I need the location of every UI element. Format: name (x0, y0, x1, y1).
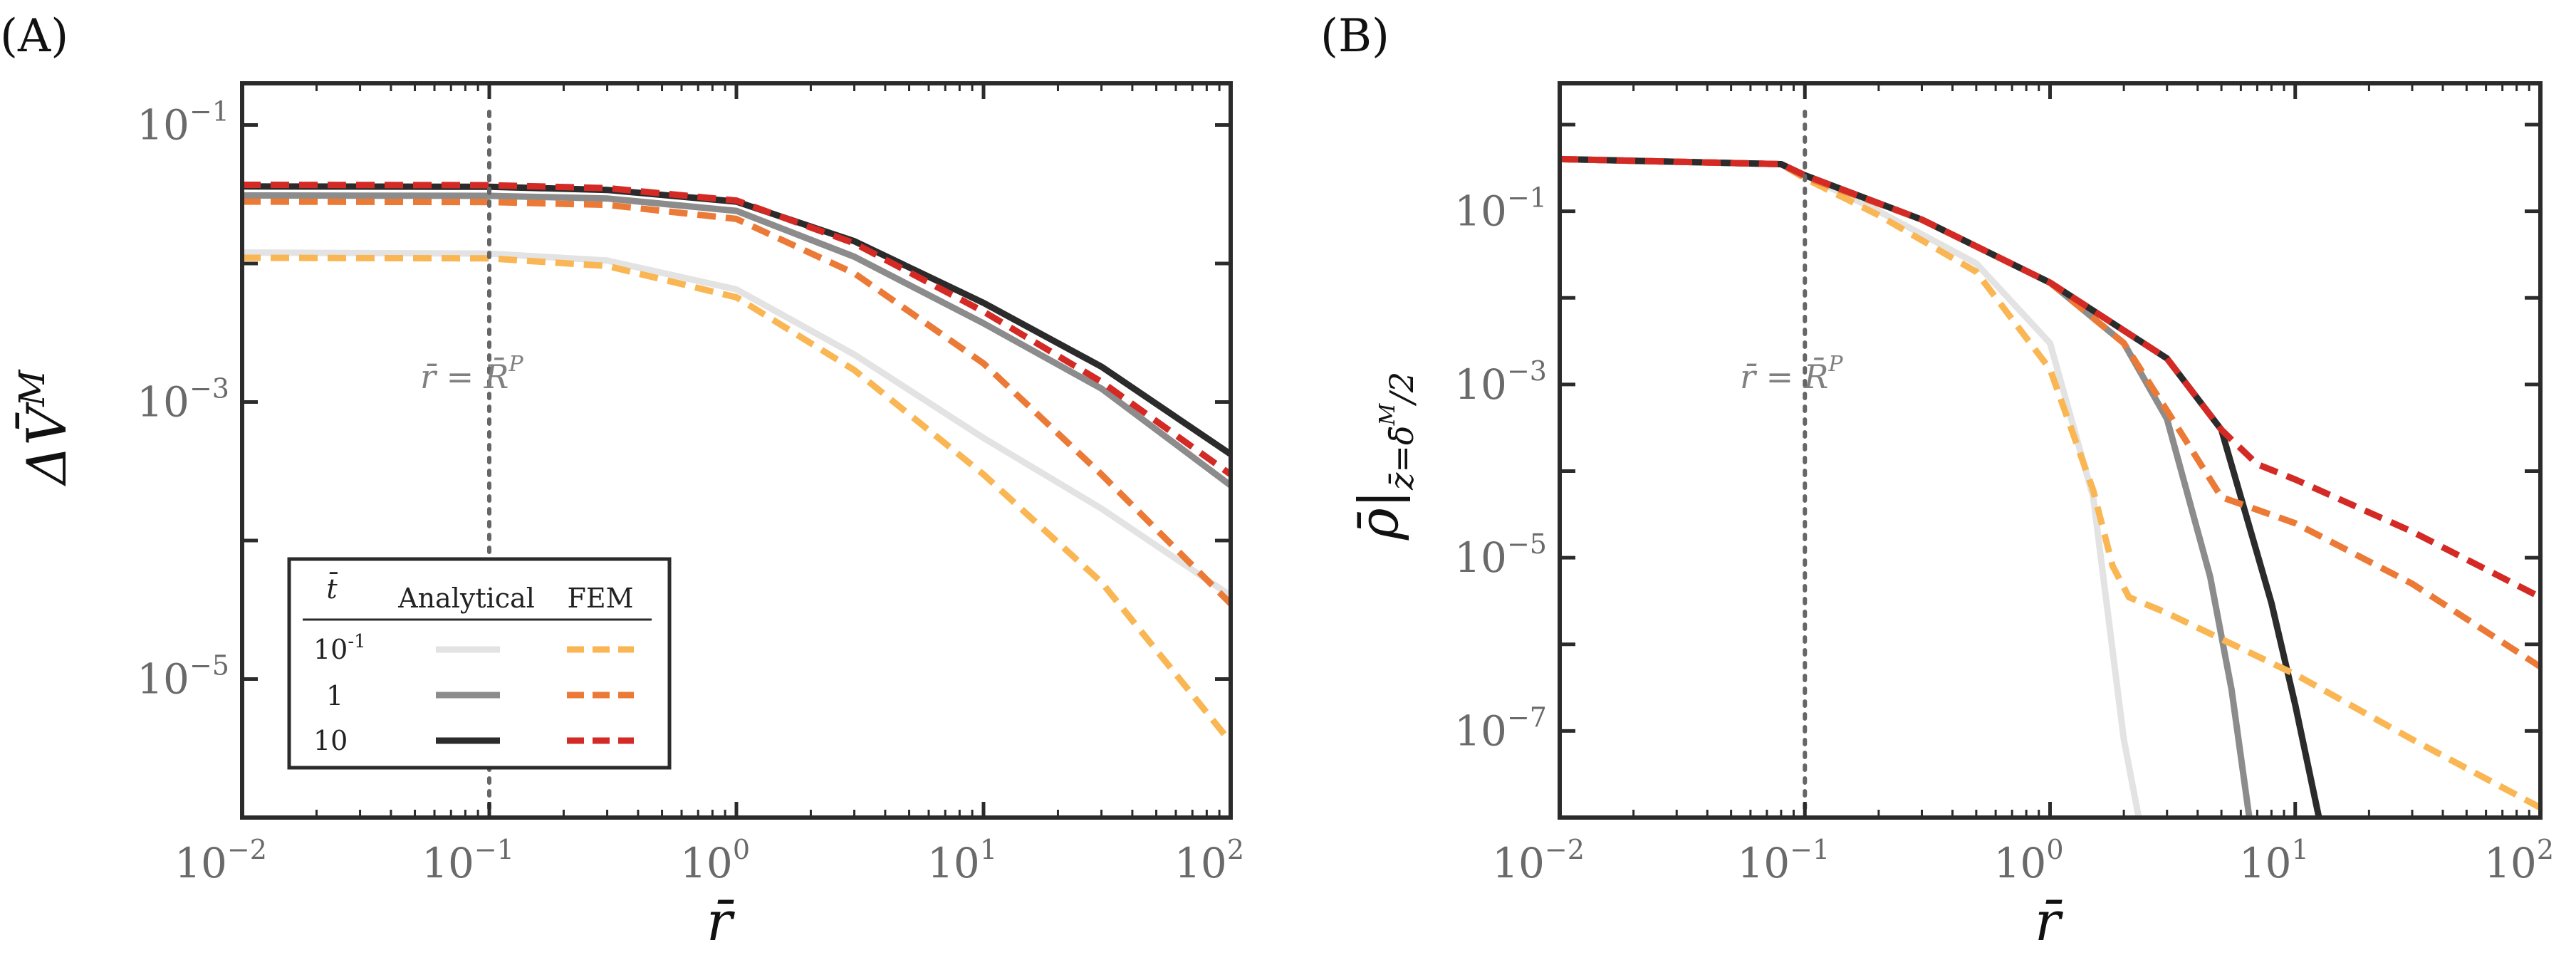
panel-a-y-tick-labels: 10−1 10−3 10−5 (137, 96, 229, 704)
panel-a-series-5 (242, 198, 1231, 606)
panel-b-vline-label: r̄ = R̄P (1740, 352, 1843, 396)
panel-a-series-1 (242, 249, 1231, 599)
panel-b-series (1560, 155, 2540, 818)
legend-header-t: t̄ (326, 573, 338, 605)
panel-b-x-axis-label: r̄ (2035, 889, 2064, 953)
x-tick-label: 100 (1994, 834, 2064, 887)
x-tick-label: 102 (1174, 834, 1244, 887)
y-tick-label: 10−5 (137, 650, 229, 704)
y-tick-label: 10−5 (1454, 528, 1547, 582)
y-tick-label: 10−1 (1454, 182, 1547, 236)
panel-a-y-axis-label-main: ΔV̄ (14, 402, 78, 487)
panel-a-series (242, 182, 1231, 745)
panel-a-ticks (240, 83, 1233, 820)
legend-row-1-exp: -1 (348, 631, 365, 652)
panel-a-x-tick-labels: 10−2 10−1 100 101 102 (174, 834, 1244, 887)
panel-a-vline-label-main: r̄ = R̄ (420, 357, 509, 396)
panel-b-series-6 (1560, 155, 2540, 600)
panel-b-x-tick-labels: 10−2 10−1 100 101 102 (1492, 834, 2554, 887)
legend-row-1-label: 10-1 (313, 631, 366, 665)
panel-b-frame (1558, 81, 2543, 820)
x-tick-label: 10−2 (1492, 834, 1585, 887)
panel-b-series-3 (1560, 155, 2322, 818)
panel-a-vline-label-sup: P (508, 352, 523, 377)
panel-a-vline-label: r̄ = R̄P (420, 352, 523, 396)
x-tick-label: 101 (2239, 834, 2309, 887)
panel-a-legend: t̄ Analytical FEM 10-1 1 10 (287, 557, 672, 770)
panel-a-x-axis-label: r̄ (706, 889, 736, 953)
panel-a-label: (A) (0, 10, 68, 63)
panel-b-vline-label-sup: P (1827, 352, 1843, 377)
panel-a-series-2 (242, 192, 1231, 489)
panel-b-series-2 (1560, 155, 2253, 818)
panel-a-y-axis-label-sup: M (11, 369, 53, 407)
panel-b-y-axis-label: ρ̄|z̄=δ̄M/2 (1347, 372, 1421, 541)
x-tick-label: 102 (2484, 834, 2554, 887)
legend-header-analytical: Analytical (397, 583, 535, 614)
panel-b-ticks (1558, 83, 2543, 820)
x-tick-label: 10−1 (422, 834, 514, 887)
panel-b-y-axis-label-subsup: M (1375, 402, 1400, 426)
legend-box (287, 557, 672, 770)
panel-a-series-4 (242, 254, 1231, 745)
x-tick-label: 10−2 (174, 834, 267, 887)
panel-b: (B) r̄ = R̄P 10−2 10−1 100 101 102 10−110−31… (1320, 10, 2554, 953)
y-tick-label: 10−3 (137, 373, 229, 427)
panel-b-label: (B) (1320, 10, 1389, 63)
panel-a-y-axis-label: ΔV̄M (11, 369, 78, 487)
x-tick-label: 101 (927, 834, 997, 887)
panel-b-y-axis-label-sub: z̄=δ̄ (1382, 425, 1421, 490)
y-tick-label: 10−1 (137, 96, 229, 150)
panel-a-series-3 (242, 183, 1231, 457)
panel-b-y-axis-label-main: ρ̄| (1347, 490, 1410, 541)
panel-b-y-tick-labels: 10−1 10−3 10−5 10−7 (1454, 182, 1547, 756)
panel-b-y-axis-label-subtail: /2 (1382, 372, 1421, 407)
y-tick-label: 10−3 (1454, 355, 1547, 409)
panel-a: (A) r̄ = R̄P 10−2 10−1 100 101 102 10−110−31… (0, 10, 1244, 953)
panel-b-series-4 (1560, 155, 2540, 811)
legend-row-3-label: 10 (313, 725, 348, 756)
panel-b-series-5 (1560, 155, 2540, 670)
legend-row-2-label: 1 (326, 680, 343, 711)
legend-row-1-base: 10 (313, 634, 348, 665)
panel-b-vline-label-main: r̄ = R̄ (1740, 357, 1828, 396)
x-tick-label: 10−1 (1737, 834, 1830, 887)
legend-header-fem: FEM (567, 583, 633, 614)
panel-b-series-1 (1560, 155, 2142, 818)
panel-a-series-6 (242, 182, 1231, 477)
y-tick-label: 10−7 (1454, 701, 1547, 755)
x-tick-label: 100 (680, 834, 750, 887)
